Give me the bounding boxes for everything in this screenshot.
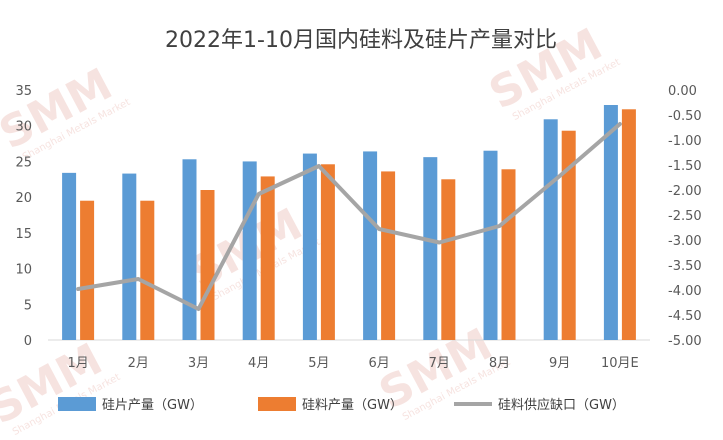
x-tick-label: 9月 <box>549 356 570 371</box>
wafer-bar <box>62 172 77 340</box>
right-tick-label: -3.50 <box>668 259 702 274</box>
polysilicon-bar <box>381 171 396 340</box>
polysilicon-bar <box>320 164 335 340</box>
wafer-bar <box>122 173 137 340</box>
polysilicon-bar <box>441 179 456 340</box>
bars-layer <box>62 105 636 341</box>
right-tick-label: -3.00 <box>668 234 702 249</box>
x-tick-label: 10月E <box>601 356 639 371</box>
x-tick-label: 2月 <box>128 356 149 371</box>
polysilicon-bar <box>501 169 516 340</box>
wafer-bar <box>543 119 558 341</box>
right-tick-label: -1.50 <box>668 159 702 174</box>
x-tick-label: 5月 <box>308 356 329 371</box>
left-tick-label: 25 <box>15 155 32 170</box>
wafer-bar <box>603 105 618 340</box>
line-series-layer <box>76 122 622 311</box>
x-tick-label: 4月 <box>248 356 269 371</box>
left-tick-label: 20 <box>15 191 32 206</box>
wafer-bar <box>302 153 317 340</box>
left-tick-label: 5 <box>24 298 32 313</box>
right-tick-label: 0.00 <box>668 84 697 99</box>
x-tick-label: 7月 <box>429 356 450 371</box>
wafer-bar <box>483 150 498 340</box>
x-tick-label: 3月 <box>188 356 209 371</box>
x-tick-label: 6月 <box>368 356 389 371</box>
right-tick-label: -0.50 <box>668 109 702 124</box>
legend-swatch <box>258 397 296 411</box>
polysilicon-bar <box>140 200 155 340</box>
right-tick-label: -1.00 <box>668 134 702 149</box>
wafer-bar <box>242 161 257 340</box>
wafer-bar <box>423 157 438 340</box>
left-tick-label: 0 <box>24 334 32 349</box>
polysilicon-bar <box>80 200 95 340</box>
legend-label: 硅料产量（GW） <box>302 398 403 413</box>
right-tick-label: -4.50 <box>668 309 702 324</box>
wafer-bar <box>363 151 378 340</box>
polysilicon-bar <box>561 130 576 340</box>
polysilicon-bar <box>200 190 215 340</box>
x-axis: 1月 2月 3月 4月 5月 6月 7月 8月 9月 10月E <box>67 356 638 371</box>
x-tick-label: 8月 <box>489 356 510 371</box>
legend-label: 硅料供应缺口（GW） <box>498 397 625 413</box>
legend: 硅片产量（GW） 硅料产量（GW） 硅料供应缺口（GW） <box>58 397 625 413</box>
right-tick-label: -4.00 <box>668 284 702 299</box>
left-tick-label: 15 <box>15 227 32 242</box>
polysilicon-bar <box>260 176 275 340</box>
left-tick-label: 10 <box>15 263 32 278</box>
left-tick-label: 30 <box>15 120 32 135</box>
left-axis: 0 5 10 15 20 25 30 35 <box>15 84 32 349</box>
legend-swatch <box>58 397 96 411</box>
x-tick-label: 1月 <box>67 356 88 371</box>
chart-title: 2022年1-10月国内硅料及硅片产量对比 <box>165 28 557 53</box>
supply-gap-line <box>76 122 622 311</box>
polysilicon-bar <box>621 109 636 341</box>
right-tick-label: -5.00 <box>668 334 702 349</box>
right-tick-label: -2.00 <box>668 184 702 199</box>
right-tick-label: -2.50 <box>668 209 702 224</box>
wafer-bar <box>182 159 197 340</box>
right-axis: 0.00 -0.50 -1.00 -1.50 -2.00 -2.50 -3.00 -3.50 -… <box>668 84 702 349</box>
legend-label: 硅片产量（GW） <box>102 398 203 413</box>
left-tick-label: 35 <box>15 84 32 99</box>
